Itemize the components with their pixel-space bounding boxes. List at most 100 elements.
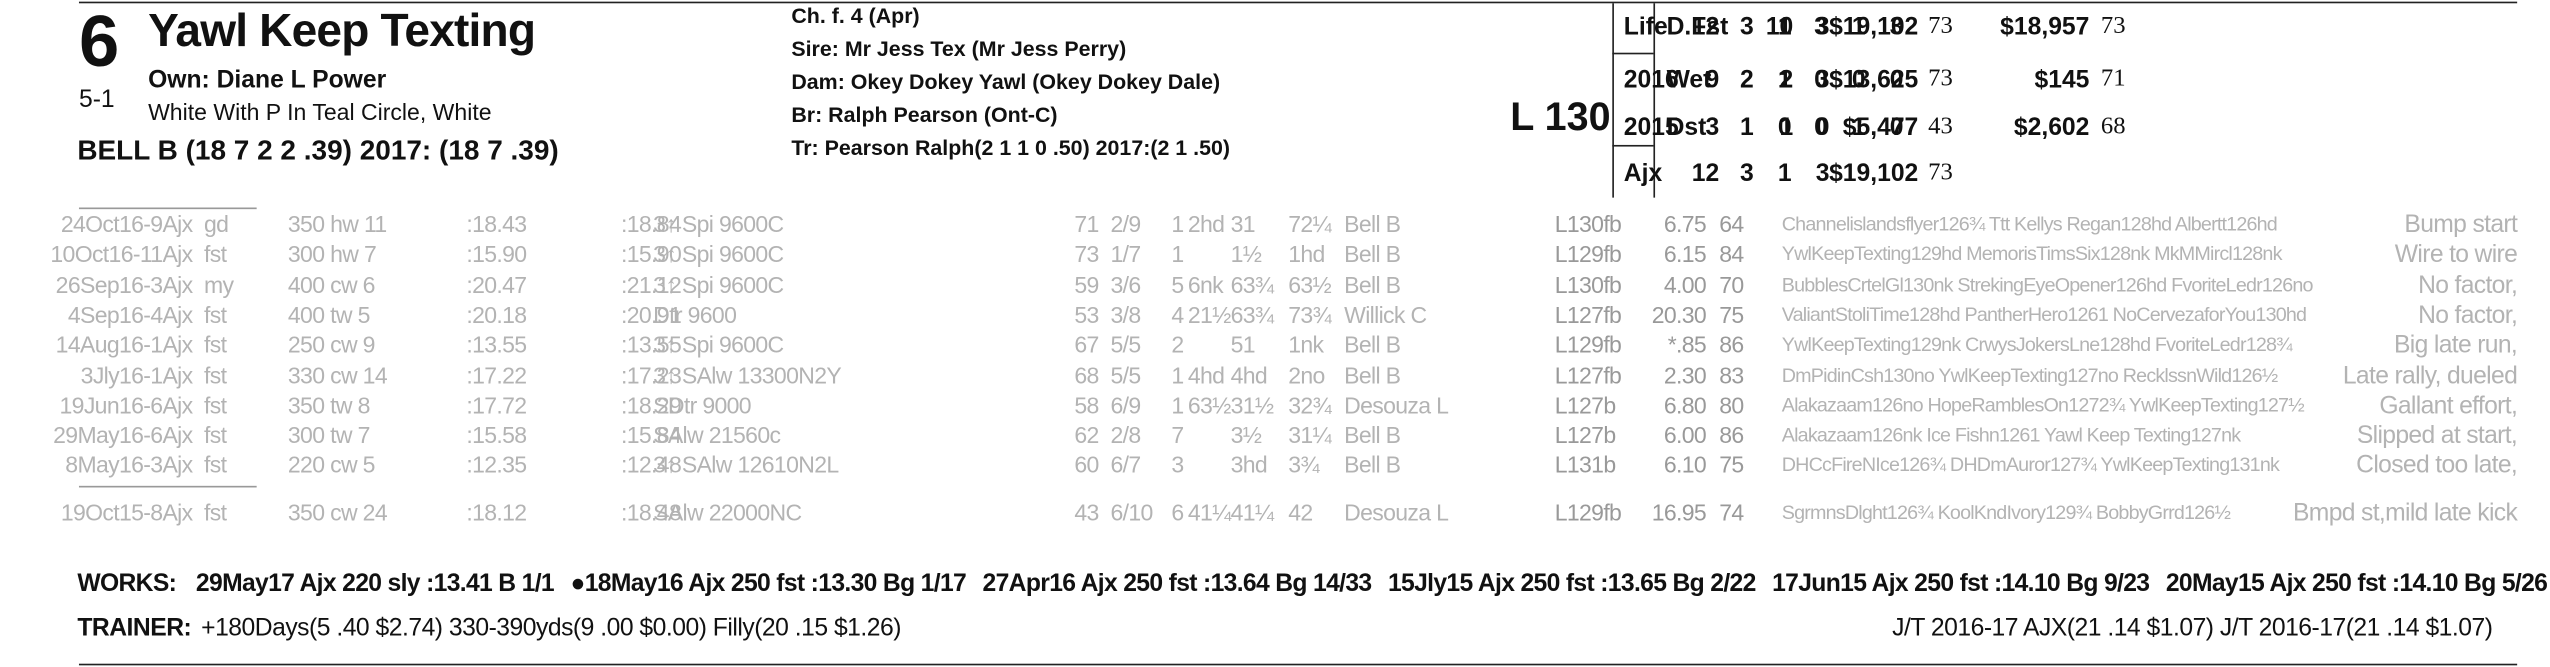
pp-fs: 3/8 [1110,301,1142,328]
pp-spd: 86 [1719,421,1744,449]
pp-remark: Bmpd st,mild late kick [2292,499,2518,528]
pp-st: 63½ [1187,391,1232,418]
pp-fig: 59 [1074,271,1099,298]
pp-comment: Alakazaam126nk Ice Fishn1261 Yawl Keep T… [1781,423,2241,447]
pp-dist: 330 cw 14 [287,361,388,388]
pp-wt: L127b [1554,421,1616,449]
pp-cond: gd [204,210,229,238]
stat-cell: Wet [1666,65,1712,94]
pp-fin: :12.48 [621,451,682,479]
pp-fin: :15.84 [621,421,682,449]
stat-cell: 1 [1777,13,1792,42]
rule [78,1,2518,4]
pp-c1: 1½ [1230,240,1262,268]
stat-cell: $145 [2034,65,2090,94]
pp-race: SAlw 22000NC [653,499,802,526]
pp-fig: 68 [1074,361,1099,388]
pp-fig: 71 [1074,210,1099,238]
pp-f1: :13.55 [466,331,527,358]
pp-f1: :18.12 [466,499,527,526]
pp-cond: fst [204,451,227,479]
pp-pp: 5 [1171,271,1184,298]
pp-pp: 1 [1171,361,1184,388]
stat-cell: 3 [1705,113,1720,142]
silks: White With P In Teal Circle, White [148,98,492,126]
pp-dist: 350 hw 11 [287,210,387,238]
pp-odds: 6.15 [1663,240,1707,268]
pp-pp: 1 [1171,210,1184,238]
pp-fc: 63½ [1288,271,1332,298]
pp-jockey: Bell B [1344,240,1401,268]
stat-cell: $18,957 [2000,13,2090,42]
pp-odds: 20.30 [1651,301,1707,328]
pp-f1: :12.35 [466,451,527,479]
stat-cell: 1 [1779,113,1794,142]
stat-cell: 71 [2100,65,2126,93]
trainer-stats: +180Days(5 .40 $2.74) 330-390yds(9 .00 $… [201,614,901,643]
rule [78,207,257,210]
stat-cell: 3 [1740,159,1754,188]
pp-spd: 70 [1719,271,1744,298]
pp-f1: :15.90 [466,240,527,268]
pp-fin: :21.12 [621,271,682,298]
pp-jockey: Desouza L [1344,391,1449,418]
pp-fin: :13.55 [621,331,682,358]
pp-odds: 6.10 [1663,451,1707,479]
stat-cell: 0 [1777,113,1792,142]
pp-c1: 51 [1230,331,1256,358]
stat-cell: 3 [1889,13,1904,42]
stat-cell: 1 [1851,13,1866,42]
pp-pp: 3 [1171,451,1184,479]
stat-cell: 3 [1740,13,1754,42]
rule [1612,144,1654,147]
stat-cell: 3 [1815,13,1830,42]
workout: 15Jly15 Ajx 250 fst :13.65 Bg 2/22 [1387,569,1756,598]
pp-wt: L129fb [1554,240,1622,268]
pp-comment: Channelislandsflyer126¾ Ttt Kellys Regan… [1781,212,2278,236]
pp-dist: 400 tw 5 [287,301,370,328]
pp-f1: :17.72 [466,391,527,418]
stat-cell: $19,102 [1829,159,1919,188]
pp-fc: 31¼ [1288,421,1332,449]
stat-cell: 0 [1814,113,1828,142]
pp-pp: 2 [1171,331,1184,358]
pp-cond: fst [204,499,227,526]
pp-fin: :15.90 [621,240,682,268]
pp-jockey: Bell B [1344,210,1401,238]
pp-spd: 75 [1719,301,1744,328]
pp-c1: 31 [1230,210,1256,238]
pp-fs: 5/5 [1110,361,1142,388]
pp-cond: fst [204,240,227,268]
pp-dist: 300 hw 7 [287,240,377,268]
pp-c1: 3hd [1230,451,1268,479]
pp-fs: 2/8 [1110,421,1142,449]
pp-st: 6nk [1187,271,1224,298]
stat-cell: 1 [1851,113,1866,142]
pp-odds: 4.00 [1663,271,1707,298]
pp-fig: 67 [1074,331,1099,358]
pedigree-line: Ch. f. 4 (Apr) [791,3,920,28]
pp-pp: 1 [1171,240,1184,268]
pp-cond: fst [204,391,227,418]
pp-jockey: Desouza L [1344,499,1449,526]
pp-comment: ValiantStoliTime128hd PantherHero1261 No… [1781,302,2307,326]
pedigree-line: Sire: Mr Jess Tex (Mr Jess Perry) [791,36,1127,61]
workout: ●18May16 Ajx 250 fst :13.30 Bg 1/17 [570,569,967,598]
pp-spd: 64 [1719,210,1744,238]
workout: 20May15 Ajx 250 fst :14.10 Bg 5/26 [2165,569,2548,598]
pp-wt: L127fb [1554,361,1622,388]
stat-cell: $2,602 [2013,113,2090,142]
pp-remark: Big late run, [2393,331,2518,360]
stat-cell: 3 [1815,159,1830,188]
pp-cond: fst [204,361,227,388]
pp-remark: No factor, [2418,301,2518,330]
stat-cell: 1 [1777,65,1792,94]
pp-dist: 350 cw 24 [287,499,388,526]
pp-f1: :20.18 [466,301,527,328]
stat-cell: 0 [1814,65,1828,94]
pp-jockey: Bell B [1344,421,1401,449]
pp-jockey: Bell B [1344,271,1401,298]
pp-remark: Gallant effort, [2379,391,2518,420]
pedigree-line: Dam: Okey Dokey Yawl (Okey Dokey Dale) [791,69,1221,94]
stat-cell: 12 [1691,159,1720,188]
